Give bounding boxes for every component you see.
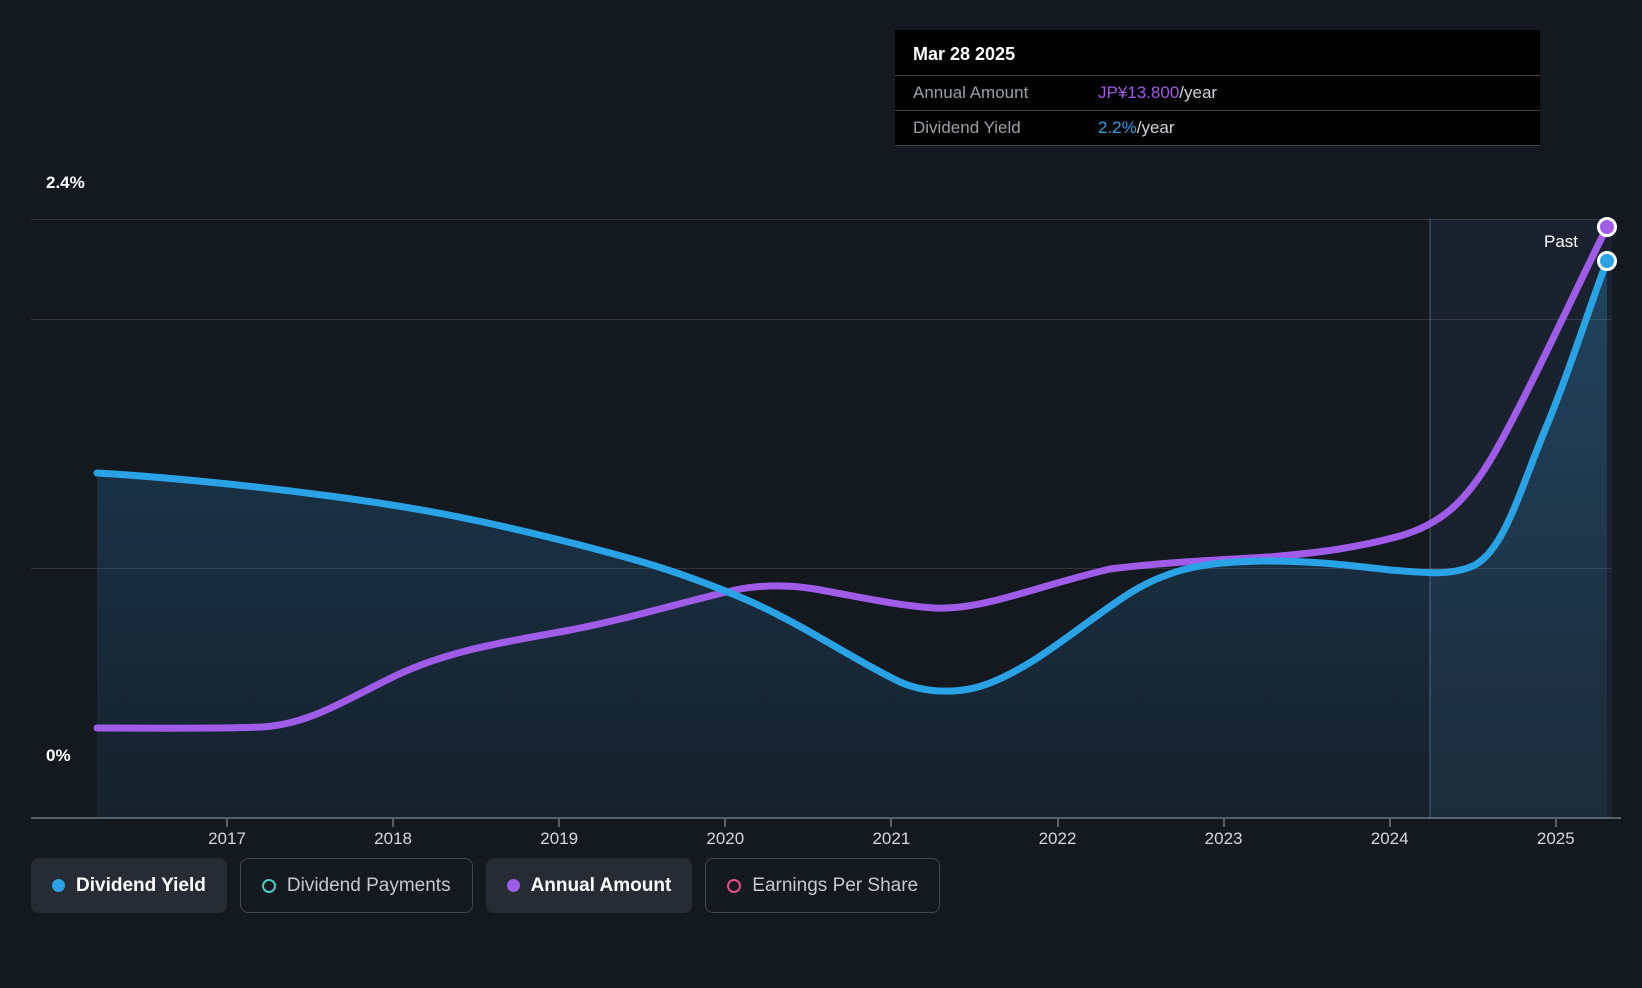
x-axis-label: 2017 xyxy=(208,829,246,848)
legend-toggle-annual-amount[interactable]: Annual Amount xyxy=(485,858,693,913)
x-axis-tick xyxy=(890,818,893,827)
tooltip-value-suffix: /year xyxy=(1179,83,1218,102)
annual-amount-end-marker[interactable] xyxy=(1597,217,1617,237)
y-axis-zero-label: 0% xyxy=(46,746,71,765)
tooltip-value-suffix: /year xyxy=(1136,118,1175,137)
past-region-label: Past xyxy=(1544,232,1579,251)
chart-legend: Dividend Yield Dividend Payments Annual … xyxy=(31,858,941,913)
dividend-yield-area xyxy=(97,261,1607,818)
legend-toggle-dividend-payments[interactable]: Dividend Payments xyxy=(239,858,473,913)
dividend-yield-end-marker[interactable] xyxy=(1597,251,1617,271)
annual-amount-line[interactable] xyxy=(93,223,1611,732)
legend-label: Dividend Yield xyxy=(76,874,206,896)
x-axis-tick xyxy=(1056,818,1059,827)
x-axis-label: 2022 xyxy=(1038,829,1077,848)
tooltip-row-annual-amount: Annual Amount JP¥13.800/year xyxy=(895,75,1540,110)
tooltip-label: Dividend Yield xyxy=(913,118,1021,137)
y-axis-max-label: 2.4% xyxy=(46,173,85,192)
legend-toggle-earnings-per-share[interactable]: Earnings Per Share xyxy=(705,858,941,913)
gridline-2.4pct xyxy=(31,219,1612,220)
tooltip-value: 2.2% xyxy=(1098,118,1137,137)
dividend-yield-dot-icon xyxy=(52,879,65,892)
tooltip-value: JP¥13.800 xyxy=(1098,83,1180,102)
x-axis-tick xyxy=(1388,818,1391,827)
x-axis-tick xyxy=(558,818,561,827)
x-axis-label: 2023 xyxy=(1204,829,1243,848)
x-axis-tick xyxy=(392,818,395,827)
legend-toggle-dividend-yield[interactable]: Dividend Yield xyxy=(31,858,227,913)
earnings-per-share-ring-icon xyxy=(727,878,742,893)
x-axis-tick xyxy=(724,818,727,827)
x-axis-label: 2020 xyxy=(706,829,745,848)
x-axis-label: 2021 xyxy=(872,829,911,848)
annual-amount-dot-icon xyxy=(506,879,520,892)
gridline-1.0pct xyxy=(31,568,1612,569)
dividend-yield-line[interactable] xyxy=(93,257,1611,695)
x-axis-tick xyxy=(226,818,228,827)
gridline-2.0pct xyxy=(31,319,1612,320)
x-axis-label: 2024 xyxy=(1370,829,1409,848)
tooltip-label: Annual Amount xyxy=(913,83,1029,102)
tooltip-date: Mar 28 2025 xyxy=(913,44,1016,64)
legend-label: Earnings Per Share xyxy=(752,874,919,896)
tooltip-row-dividend-yield: Dividend Yield 2.2%/year xyxy=(895,110,1540,146)
dividend-payments-ring-icon xyxy=(261,878,276,893)
x-axis-tick xyxy=(1222,818,1225,827)
legend-label: Annual Amount xyxy=(530,874,672,896)
chart-tooltip: Mar 28 2025 Annual Amount JP¥13.800/year… xyxy=(895,30,1540,146)
x-axis-label: 2019 xyxy=(540,829,579,848)
x-axis-label: 2025 xyxy=(1536,829,1575,848)
x-axis-label: 2018 xyxy=(374,829,412,848)
legend-label: Dividend Payments xyxy=(286,874,451,896)
past-region-band xyxy=(1430,219,1612,818)
x-axis-tick xyxy=(1554,818,1557,827)
